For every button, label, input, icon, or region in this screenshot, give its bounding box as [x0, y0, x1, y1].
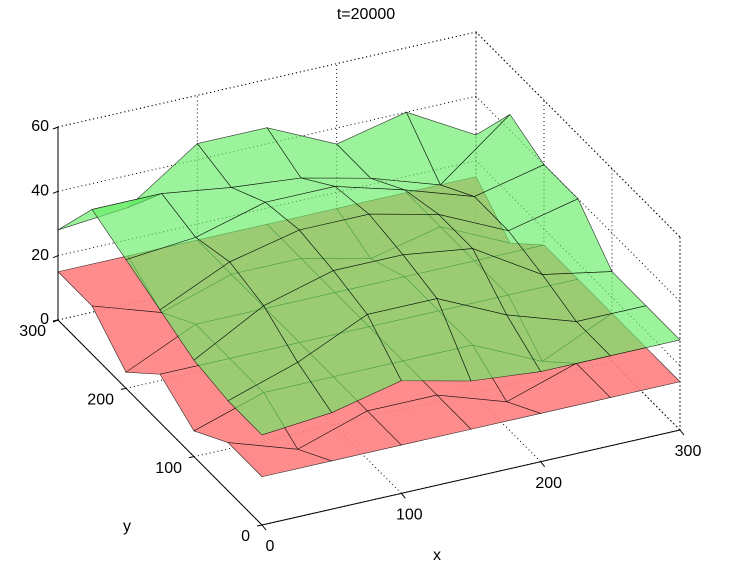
- z-tick: [52, 190, 59, 194]
- x-tick-label: 100: [396, 507, 423, 524]
- y-axis-label: y: [123, 518, 131, 535]
- y-axis: [57, 319, 263, 526]
- y-tick-label: 200: [87, 392, 114, 409]
- y-tick: [188, 456, 195, 459]
- surface-patch: [227, 442, 333, 478]
- grid-line: [57, 95, 681, 302]
- surface-patch: [227, 362, 333, 436]
- x-tick-label: 200: [535, 475, 562, 492]
- z-tick-label: 40: [31, 183, 49, 200]
- y-tick-label: 100: [155, 460, 182, 477]
- z-tick: [52, 319, 59, 323]
- chart-title: t=20000: [337, 6, 395, 23]
- x-tick: [261, 524, 267, 531]
- y-tick-label: 0: [241, 528, 250, 545]
- x-tick: [679, 429, 685, 436]
- z-tick: [52, 126, 59, 130]
- z-tick-label: 0: [40, 311, 49, 328]
- x-tick: [540, 461, 546, 467]
- y-tick: [256, 524, 263, 527]
- box-edge: [57, 31, 477, 128]
- z-tick-label: 20: [31, 247, 49, 264]
- x-tick-label: 0: [266, 538, 275, 555]
- x-axis-label: x: [433, 547, 441, 564]
- z-tick: [52, 255, 59, 259]
- z-tick-label: 60: [31, 118, 49, 135]
- box-edge: [475, 31, 681, 238]
- y-tick: [120, 387, 127, 390]
- x-tick-label: 300: [675, 443, 702, 460]
- x-axis: [261, 429, 681, 526]
- y-tick-label: 300: [19, 323, 46, 340]
- x-tick: [400, 493, 406, 499]
